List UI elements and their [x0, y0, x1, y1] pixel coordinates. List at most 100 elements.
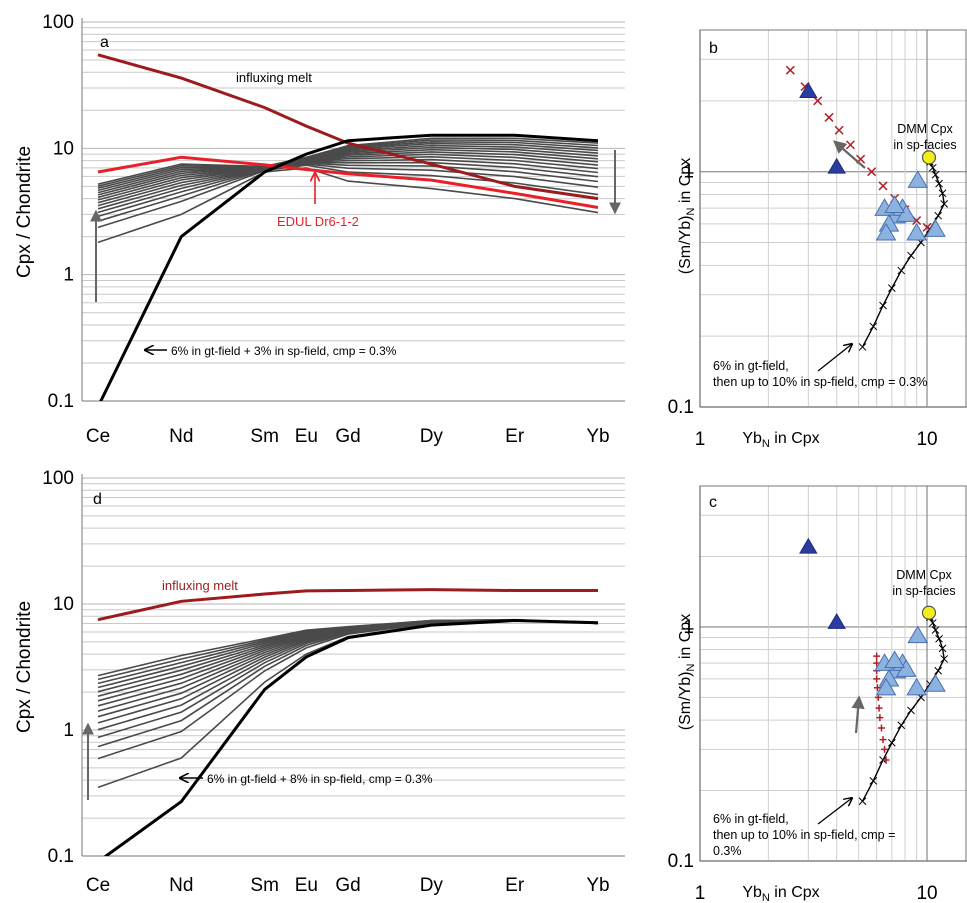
label-edul-sample: EDUL Dr6-1-2	[277, 214, 359, 229]
x-tick-label-sm: Sm	[250, 426, 279, 447]
sample-triangle-light	[884, 650, 905, 669]
x-axis-title-main: Yb	[742, 430, 762, 447]
sample-triangle-dark	[827, 612, 846, 629]
label-model-b-line1: 6% in gt-field,	[713, 359, 789, 373]
sample-triangle-light	[895, 659, 917, 677]
x-axis-title-tail: in Cpx	[770, 884, 820, 901]
x-axis-title: YbN in Cpx	[742, 430, 819, 450]
series-influxing-melt	[97, 588, 598, 622]
panel-b-trend-arrow	[833, 140, 866, 169]
panel-label-b: b	[709, 40, 718, 57]
sample-triangle-dark	[799, 82, 818, 98]
model-family-line	[97, 619, 599, 760]
sample-triangle-light	[925, 219, 946, 237]
sample-triangle-light	[925, 674, 946, 692]
series-model-envelope-1	[103, 618, 599, 856]
dmm-cpx-point	[921, 605, 937, 620]
melt-influx-cross	[881, 745, 889, 753]
y-axis-title-main: (Sm/Yb)	[677, 672, 694, 731]
model-path-cross	[931, 626, 940, 634]
model-family-line	[97, 155, 599, 207]
melt-influx-cross	[882, 756, 890, 764]
model-path-cross	[931, 170, 940, 179]
label-dmm-cpx: DMM Cpx	[896, 568, 952, 582]
model-path-cross	[869, 322, 878, 331]
model-family-line	[97, 142, 599, 192]
sample-triangle-light	[907, 625, 929, 644]
plot-lines	[97, 588, 599, 856]
sample-triangle-light	[884, 195, 905, 213]
x-tick-label-nd: Nd	[169, 426, 193, 447]
label-influxing-melt: influxing melt	[236, 70, 312, 85]
melt-influx-cross	[785, 65, 795, 75]
x-tick-label: 1	[695, 883, 706, 903]
label-model-b-line2: then up to 10% in sp-field, cmp = 0.3%	[713, 375, 927, 389]
model-path-cross	[907, 706, 915, 715]
panel-d-ree-pattern: 0.1 1 10 100 Ce Nd Sm Eu Gd Dy Er Yb Cpx / Chondrite…	[14, 468, 625, 896]
x-tick-label-dy: Dy	[420, 426, 444, 447]
model-path-cross	[879, 301, 887, 310]
y-axis-title-tail: in Cpx	[677, 158, 694, 208]
model-path-cross	[938, 189, 947, 198]
model-family-line	[97, 148, 599, 199]
model-path-cross	[907, 251, 915, 260]
x-tick-label-ce: Ce	[86, 875, 110, 896]
label-dmm-facies: in sp-facies	[892, 584, 955, 598]
sample-triangle-light	[906, 222, 927, 241]
melt-influx-cross	[879, 736, 887, 744]
series-influxing-melt	[97, 53, 599, 201]
x-tick-label: 10	[916, 429, 937, 450]
x-tick-label: 1	[695, 429, 706, 450]
model-path-cross	[928, 619, 937, 627]
panel-a-ree-pattern: 0.1 1 10 100 Ce Nd Sm Eu Gd Dy Er Yb Cpx / Chondrite…	[14, 12, 625, 447]
y-tick-label: 1	[63, 265, 74, 286]
panel-c-trend-arrow	[851, 695, 865, 734]
y-tick-label: 100	[42, 12, 74, 33]
x-axis-title: YbN in Cpx	[742, 884, 819, 903]
model-melting-path	[861, 616, 945, 802]
sample-triangle-light	[906, 677, 927, 696]
sample-triangle-dark	[827, 157, 846, 174]
melt-influx-cross	[878, 181, 888, 191]
x-axis-title-main: Yb	[742, 884, 762, 901]
x-tick-label-eu: Eu	[295, 426, 318, 447]
plot-lines	[97, 53, 599, 401]
model-family-line	[97, 163, 599, 222]
model-path-cross	[934, 211, 943, 220]
label-model-d: 6% in gt-field + 8% in sp-field, cmp = 0…	[207, 772, 433, 786]
sample-triangle-dark	[799, 537, 818, 554]
y-axis-title-sub: N	[685, 208, 697, 216]
x-tick-label-gd: Gd	[335, 426, 360, 447]
model-family-line	[97, 151, 599, 201]
model-family-line	[97, 146, 599, 196]
series-model-envelope-2	[99, 133, 599, 401]
model-path-cross	[938, 644, 947, 653]
x-axis-title-sub: N	[762, 892, 770, 903]
panel-label-a: a	[100, 34, 109, 51]
model-path-cross	[897, 266, 906, 275]
y-axis-title: (Sm/Yb)N in Cpx	[677, 158, 697, 274]
label-model-c-line2: then up to 10% in sp-field, cmp =	[713, 828, 895, 842]
plot-frame	[699, 29, 967, 408]
label-model-a: 6% in gt-field + 3% in sp-field, cmp = 0…	[171, 344, 397, 358]
melt-influx-cross	[876, 714, 884, 722]
y-tick-label: 0.1	[48, 391, 74, 412]
y-tick-label: 0.1	[48, 846, 74, 867]
y-axis-title-sub: N	[685, 664, 697, 672]
model-family-line	[97, 153, 599, 204]
sample-triangle-light	[907, 170, 929, 188]
model-family-line	[97, 161, 599, 214]
model-family-line	[97, 619, 599, 789]
model-path-cross	[928, 163, 937, 172]
model-path-cross	[869, 776, 878, 785]
model-path-cross	[935, 634, 943, 643]
label-influxing-melt: influxing melt	[162, 578, 238, 593]
label-model-c-line3: 0.3%	[713, 844, 742, 858]
y-tick-label: 10	[53, 138, 74, 159]
y-tick-label: 1	[683, 162, 694, 183]
sample-triangle-light	[875, 222, 897, 241]
y-tick-label: 0.1	[668, 397, 694, 418]
model-path-cross	[897, 721, 906, 730]
melt-influx-cross	[873, 652, 881, 660]
